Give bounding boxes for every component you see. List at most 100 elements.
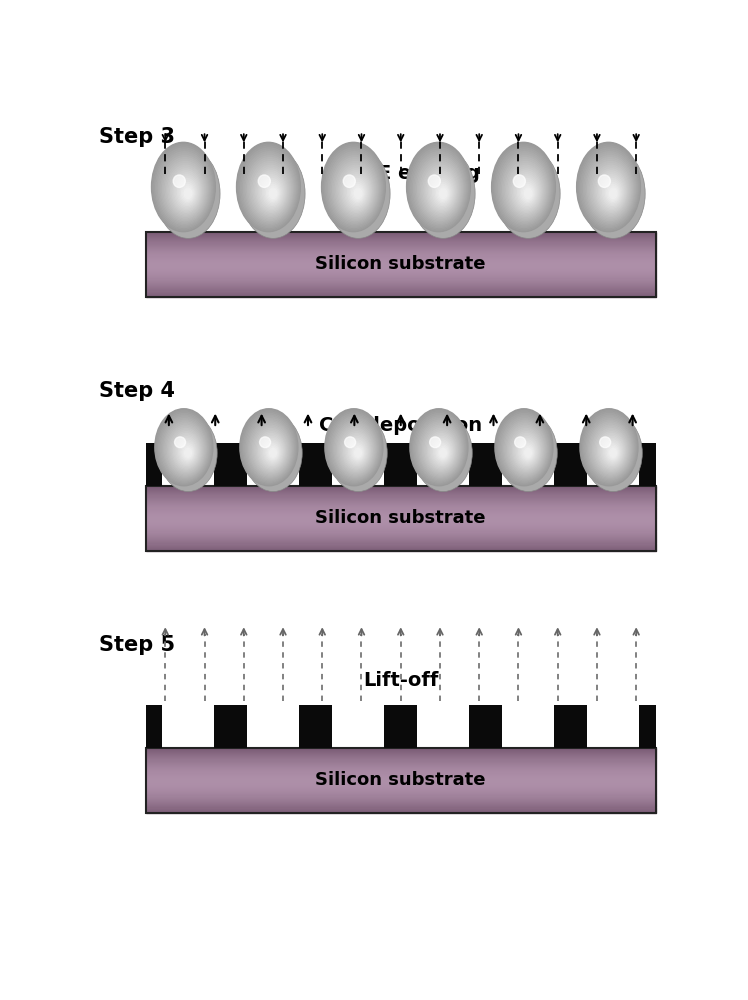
Bar xyxy=(146,533,656,534)
Bar xyxy=(146,248,656,249)
Ellipse shape xyxy=(175,435,198,467)
Ellipse shape xyxy=(440,448,447,457)
Ellipse shape xyxy=(584,415,643,492)
Ellipse shape xyxy=(589,420,631,477)
Bar xyxy=(146,523,656,524)
Ellipse shape xyxy=(594,427,628,473)
Bar xyxy=(146,257,656,258)
Ellipse shape xyxy=(246,156,293,222)
Ellipse shape xyxy=(351,443,364,461)
Ellipse shape xyxy=(164,420,206,477)
Bar xyxy=(146,763,656,764)
Ellipse shape xyxy=(419,420,462,477)
Bar xyxy=(146,283,656,284)
Ellipse shape xyxy=(159,415,217,492)
Bar xyxy=(146,755,656,756)
Bar xyxy=(146,252,656,253)
Ellipse shape xyxy=(598,432,625,469)
Ellipse shape xyxy=(153,144,215,230)
Ellipse shape xyxy=(497,150,551,226)
Bar xyxy=(146,748,656,813)
Ellipse shape xyxy=(434,181,451,204)
Ellipse shape xyxy=(580,409,638,486)
Ellipse shape xyxy=(493,144,554,230)
Bar xyxy=(469,705,502,748)
Ellipse shape xyxy=(157,150,212,226)
Ellipse shape xyxy=(172,432,200,469)
Ellipse shape xyxy=(167,163,204,217)
Ellipse shape xyxy=(610,188,617,199)
Bar xyxy=(146,768,656,769)
Bar xyxy=(146,791,656,792)
Ellipse shape xyxy=(513,175,525,187)
Bar xyxy=(146,540,656,541)
Ellipse shape xyxy=(581,149,646,238)
Ellipse shape xyxy=(350,182,365,203)
Ellipse shape xyxy=(581,410,637,485)
Text: Step 3: Step 3 xyxy=(99,127,175,147)
Bar xyxy=(146,241,656,243)
Bar xyxy=(146,294,656,295)
Text: Step 4: Step 4 xyxy=(99,381,175,401)
Bar xyxy=(146,518,656,520)
Ellipse shape xyxy=(518,179,537,206)
Bar xyxy=(146,244,656,245)
Ellipse shape xyxy=(168,425,204,474)
Ellipse shape xyxy=(326,149,390,238)
Ellipse shape xyxy=(439,188,447,199)
Ellipse shape xyxy=(410,409,468,486)
Ellipse shape xyxy=(265,442,280,462)
Ellipse shape xyxy=(523,186,533,200)
Bar xyxy=(146,760,656,761)
Ellipse shape xyxy=(501,417,548,480)
Ellipse shape xyxy=(505,161,545,218)
Bar xyxy=(146,240,656,241)
Bar xyxy=(146,764,656,765)
Ellipse shape xyxy=(326,410,382,485)
Ellipse shape xyxy=(501,156,548,222)
Ellipse shape xyxy=(325,146,384,229)
Ellipse shape xyxy=(592,163,630,217)
Bar xyxy=(146,503,656,504)
Ellipse shape xyxy=(175,175,198,208)
Bar xyxy=(146,258,656,259)
Ellipse shape xyxy=(429,173,455,210)
Ellipse shape xyxy=(174,433,200,468)
Bar xyxy=(146,513,656,514)
Bar xyxy=(554,705,587,748)
Ellipse shape xyxy=(604,181,621,204)
Ellipse shape xyxy=(161,417,209,480)
Ellipse shape xyxy=(513,173,539,210)
Bar xyxy=(146,520,656,521)
Ellipse shape xyxy=(411,148,468,228)
Ellipse shape xyxy=(415,415,465,481)
Ellipse shape xyxy=(179,181,196,204)
Ellipse shape xyxy=(421,424,460,475)
Ellipse shape xyxy=(238,144,299,230)
Bar xyxy=(146,530,656,532)
Bar xyxy=(146,784,656,785)
Ellipse shape xyxy=(491,142,555,232)
Bar xyxy=(146,284,656,285)
Ellipse shape xyxy=(269,448,277,457)
Ellipse shape xyxy=(254,427,288,473)
Ellipse shape xyxy=(263,440,281,463)
Ellipse shape xyxy=(437,184,449,201)
Ellipse shape xyxy=(253,165,289,215)
Bar xyxy=(146,280,656,281)
Ellipse shape xyxy=(592,425,629,474)
Ellipse shape xyxy=(585,154,634,223)
Bar xyxy=(146,249,656,250)
Ellipse shape xyxy=(509,427,543,473)
Ellipse shape xyxy=(512,171,541,211)
Ellipse shape xyxy=(242,150,296,226)
Ellipse shape xyxy=(323,144,384,230)
Ellipse shape xyxy=(595,169,627,212)
Bar xyxy=(384,443,417,486)
Bar xyxy=(554,443,587,486)
Ellipse shape xyxy=(328,412,381,483)
Ellipse shape xyxy=(252,425,289,474)
Bar xyxy=(214,705,247,748)
Bar xyxy=(146,238,656,239)
Bar xyxy=(146,490,656,491)
